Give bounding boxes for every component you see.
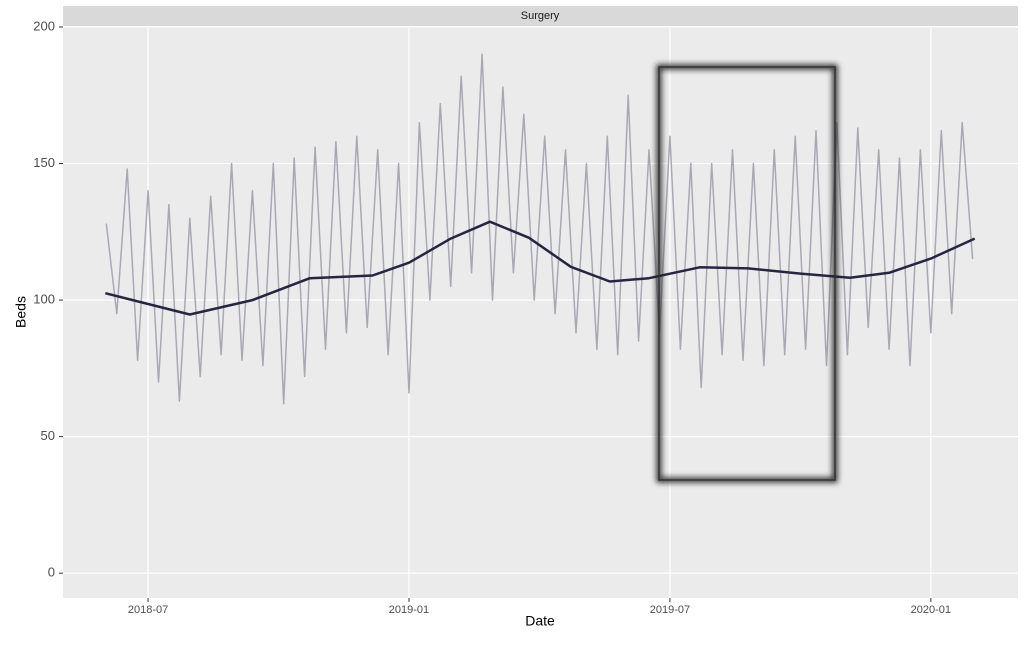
series-line (104, 220, 976, 316)
y-tick-label: 100 (33, 292, 55, 307)
labels: 0 50 100 150 200 2018-07 2019-01 2019-07 2020-01 (33, 18, 951, 615)
y-tick-label: 50 (41, 428, 55, 443)
y-tick-label: 0 (48, 565, 55, 580)
marks (104, 53, 976, 405)
series-line (105, 53, 974, 405)
y-tick-label: 150 (33, 155, 55, 170)
y-tick-label: 200 (33, 18, 55, 33)
panel-strip (63, 6, 1018, 26)
x-axis-title: Date (525, 613, 555, 629)
x-tick-label: 2019-07 (650, 604, 690, 616)
x-tick-label: 2019-01 (389, 604, 429, 616)
panel-title: Surgery (521, 10, 560, 22)
grid (63, 26, 1018, 598)
x-tick-label: 2018-07 (128, 604, 168, 616)
y-axis-title: Beds (13, 296, 29, 328)
highlight-box (656, 64, 838, 483)
plot-panel (63, 27, 1018, 598)
x-tick-label: 2020-01 (911, 604, 951, 616)
